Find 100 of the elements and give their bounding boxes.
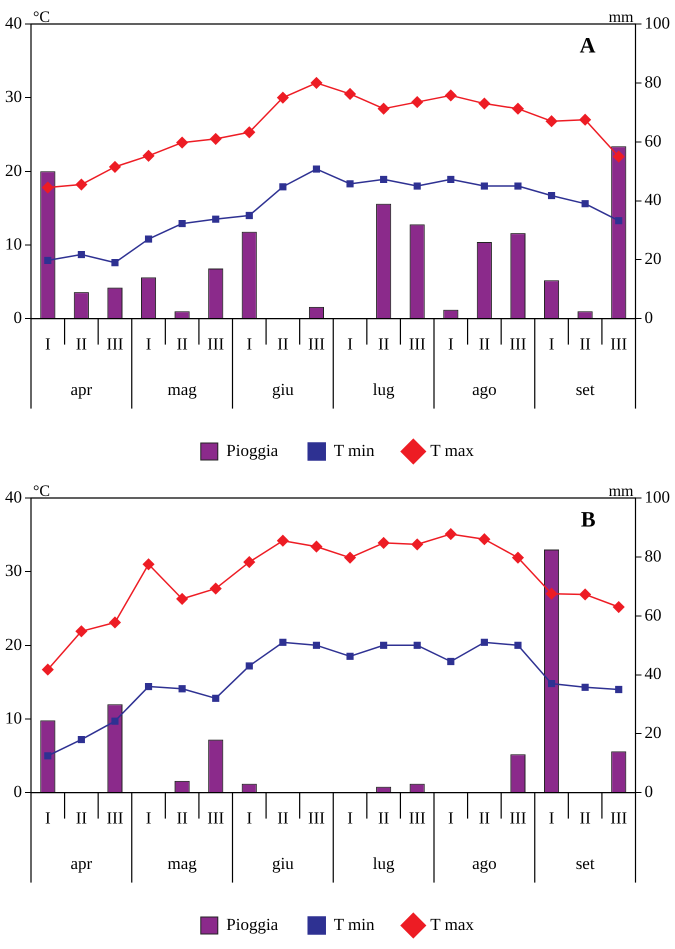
point (312, 642, 320, 649)
point (344, 552, 356, 564)
point (310, 540, 322, 552)
x-tick-label: I (146, 808, 152, 828)
point (279, 183, 286, 190)
point (76, 626, 88, 638)
point (344, 88, 356, 100)
x-tick-label: I (448, 334, 454, 354)
x-tick-label: II (378, 808, 390, 828)
point (612, 601, 624, 613)
y2-tick-label: 80 (644, 72, 662, 92)
point (514, 642, 522, 649)
y-axis-title: °C (33, 9, 50, 26)
point (579, 588, 591, 600)
x-tick-label: III (106, 334, 124, 354)
point (411, 538, 423, 550)
point (176, 593, 188, 605)
point (514, 182, 522, 190)
point (178, 685, 186, 692)
point (111, 259, 119, 266)
x-tick-label: II (378, 334, 390, 354)
x-tick-label: II (76, 808, 88, 828)
text: apr (70, 380, 93, 400)
point (144, 682, 152, 690)
point (111, 718, 119, 725)
legend-label: Pioggia (226, 914, 279, 934)
point (512, 102, 524, 114)
x-tick-label: I (44, 808, 51, 828)
point (144, 235, 152, 243)
point (212, 694, 220, 702)
point (414, 642, 421, 649)
x-tick-label: I (548, 334, 555, 354)
point (78, 250, 85, 258)
point (546, 588, 558, 600)
y2-tick-label: 0 (644, 782, 653, 802)
point (548, 680, 556, 688)
text: lug (372, 854, 395, 874)
x-tick-label: I (347, 808, 354, 828)
text: lug (372, 380, 395, 400)
point (346, 652, 354, 660)
legend-label: T max (430, 440, 474, 460)
x-tick-label: III (106, 808, 124, 828)
x-tick-label: III (408, 808, 426, 828)
point (380, 642, 388, 649)
point (44, 752, 52, 760)
y-tick-label: 10 (5, 234, 22, 254)
y2-tick-label: 60 (644, 131, 662, 150)
y-tick-label: 20 (5, 160, 22, 180)
point (244, 126, 256, 138)
legend-label: T min (334, 914, 376, 934)
point (210, 133, 222, 145)
point (582, 684, 589, 691)
point (312, 166, 320, 173)
legend-label: Pioggia (226, 440, 279, 460)
y-tick-label: 30 (5, 87, 22, 106)
point (142, 150, 154, 162)
x-tick-label: I (44, 334, 51, 354)
point (42, 664, 54, 676)
text: apr (70, 854, 93, 874)
point (612, 150, 624, 162)
x-tick-label: I (246, 334, 252, 354)
y-tick-label: 10 (5, 708, 22, 728)
point (277, 534, 289, 546)
point (380, 176, 388, 183)
x-tick-label: II (176, 808, 188, 828)
text: set (576, 380, 595, 400)
y-tick-label: 30 (5, 561, 22, 580)
x-tick-label: II (76, 334, 88, 354)
y2-tick-label: 40 (644, 664, 662, 684)
x-tick-label: III (207, 808, 225, 828)
point (411, 96, 423, 108)
x-tick-label: III (610, 334, 628, 354)
point (346, 180, 354, 188)
text: ago (472, 380, 497, 400)
legend-label: T max (430, 914, 474, 934)
point (378, 102, 390, 114)
point (212, 216, 220, 223)
point (447, 176, 454, 183)
y2-axis-title: mm (608, 483, 634, 500)
text: set (576, 854, 595, 874)
y-tick-label: 0 (14, 782, 22, 802)
point (414, 182, 421, 190)
point (445, 528, 457, 540)
y2-tick-label: 80 (644, 546, 662, 566)
y2-tick-label: 40 (644, 190, 662, 210)
point (512, 552, 524, 564)
y2-tick-label: 100 (644, 13, 670, 32)
y2-tick-label: 0 (644, 308, 653, 328)
point (579, 114, 591, 126)
chart-title: A (580, 32, 596, 58)
y-tick-label: 20 (5, 634, 22, 654)
x-tick-label: I (246, 808, 252, 828)
y-tick-label: 40 (5, 13, 22, 32)
point (445, 90, 457, 102)
text: ago (472, 854, 497, 874)
text: giu (272, 854, 294, 874)
x-tick-label: II (478, 808, 490, 828)
x-tick-label: III (509, 334, 527, 354)
point (478, 533, 490, 545)
x-tick-label: II (579, 808, 592, 828)
